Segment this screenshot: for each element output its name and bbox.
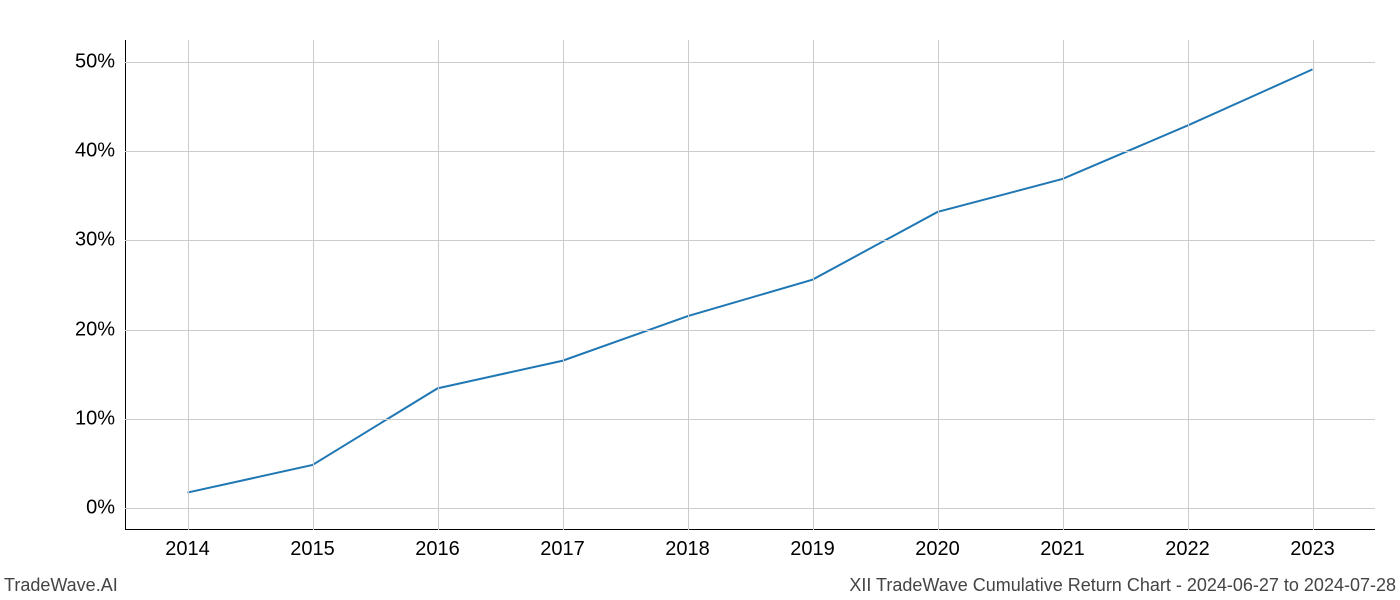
x-tick-label: 2020 [915,538,960,561]
gridline-vertical [438,40,439,530]
x-tick-label: 2017 [540,538,585,561]
gridline-vertical [813,40,814,530]
x-tick-label: 2014 [165,538,210,561]
gridline-vertical [563,40,564,530]
x-tick-label: 2018 [665,538,710,561]
gridline-vertical [1063,40,1064,530]
x-tick-label: 2023 [1290,538,1335,561]
footer-right-text: XII TradeWave Cumulative Return Chart - … [849,575,1396,596]
y-tick-label: 40% [75,140,115,163]
gridline-vertical [188,40,189,530]
y-tick-label: 50% [75,51,115,74]
x-tick-label: 2016 [415,538,460,561]
gridline-vertical [688,40,689,530]
gridline-vertical [1188,40,1189,530]
y-tick-label: 10% [75,407,115,430]
x-tick-label: 2015 [290,538,335,561]
data-line [188,69,1313,492]
gridline-vertical [938,40,939,530]
x-tick-label: 2022 [1165,538,1210,561]
x-tick-label: 2021 [1040,538,1085,561]
y-tick-label: 20% [75,318,115,341]
x-tick-label: 2019 [790,538,835,561]
y-tick-label: 0% [86,496,115,519]
gridline-vertical [1313,40,1314,530]
y-tick-label: 30% [75,229,115,252]
footer-left-text: TradeWave.AI [4,575,118,596]
gridline-vertical [313,40,314,530]
